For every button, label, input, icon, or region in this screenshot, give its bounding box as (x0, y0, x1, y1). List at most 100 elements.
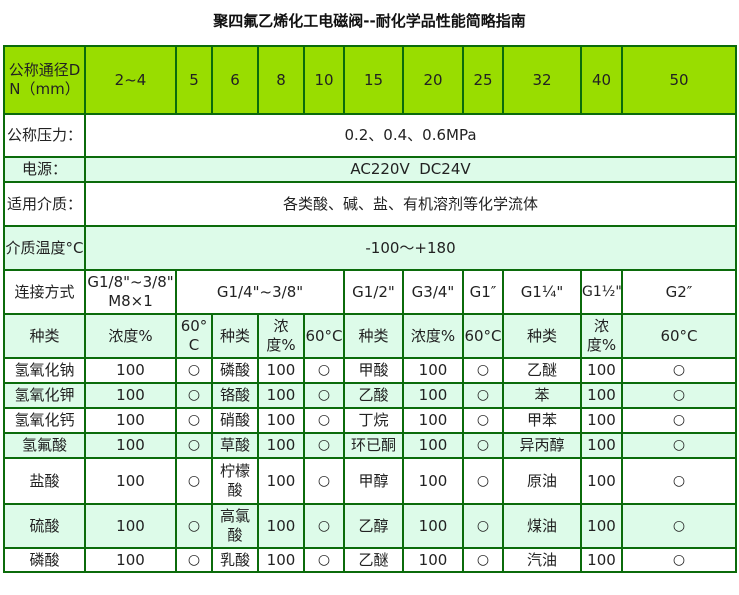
chemical-name: 硫酸 (3, 503, 86, 549)
concentration-cell: 100 (402, 547, 464, 573)
temperature-label: 介质温度°C (3, 225, 86, 271)
concentration-cell: 100 (402, 432, 464, 459)
concentration-cell: 100 (84, 407, 177, 434)
table-row: 盐酸 100 ○ 柠檬酸 100 ○ 甲醇 100 ○ 原油 100 ○ (3, 457, 737, 505)
chemical-name: 氢氧化钙 (3, 407, 86, 434)
chemical-name: 氢氧化钠 (3, 357, 86, 384)
connection-label: 连接方式 (3, 269, 86, 315)
connection-row: 连接方式 G1/8"~3/8" M8×1 G1/4"~3/8" G1/2" G3… (3, 269, 737, 315)
chemical-name: 原油 (502, 457, 582, 505)
resistance-mark: ○ (303, 432, 345, 459)
resistance-mark: ○ (303, 382, 345, 409)
column-header: 种类 (502, 313, 582, 359)
column-header: 浓度% (84, 313, 177, 359)
page-title: 聚四氟乙烯化工电磁阀--耐化学品性能简略指南 (213, 12, 526, 30)
concentration-cell: 100 (84, 457, 177, 505)
chemical-name: 煤油 (502, 503, 582, 549)
size-header-row: 公称通径DN（mm） 2~4 5 6 8 10 15 20 25 32 40 5… (3, 45, 737, 115)
media-label: 适用介质： (3, 181, 86, 227)
pressure-value: 0.2、0.4、0.6MPa (84, 113, 737, 158)
concentration-cell: 100 (402, 457, 464, 505)
concentration-cell: 100 (257, 503, 305, 549)
column-header: 浓度% (257, 313, 305, 359)
table-row: 氢氧化钙 100 ○ 硝酸 100 ○ 丁烷 100 ○ 甲苯 100 ○ (3, 407, 737, 434)
concentration-cell: 100 (257, 457, 305, 505)
chemical-name: 氢氟酸 (3, 432, 86, 459)
resistance-mark: ○ (462, 547, 504, 573)
resistance-mark: ○ (175, 407, 213, 434)
size-cell: 50 (621, 45, 737, 115)
concentration-cell: 100 (84, 503, 177, 549)
resistance-mark: ○ (621, 432, 737, 459)
chemical-name: 乳酸 (211, 547, 259, 573)
power-label: 电源： (3, 156, 86, 183)
column-header: 60°C (303, 313, 345, 359)
resistance-mark: ○ (462, 503, 504, 549)
concentration-cell: 100 (257, 547, 305, 573)
connection-cell: G1/8"~3/8" M8×1 (84, 269, 177, 315)
concentration-cell: 100 (84, 547, 177, 573)
column-header: 浓度% (580, 313, 623, 359)
table-row: 氢氧化钾 100 ○ 铬酸 100 ○ 乙酸 100 ○ 苯 100 ○ (3, 382, 737, 409)
size-cell: 20 (402, 45, 464, 115)
concentration-cell: 100 (84, 382, 177, 409)
pressure-label: 公称压力： (3, 113, 86, 158)
size-cell: 8 (257, 45, 305, 115)
chemical-name: 硝酸 (211, 407, 259, 434)
chemical-name: 铬酸 (211, 382, 259, 409)
resistance-mark: ○ (621, 382, 737, 409)
chemical-name: 草酸 (211, 432, 259, 459)
resistance-mark: ○ (303, 407, 345, 434)
concentration-cell: 100 (580, 382, 623, 409)
temperature-value: -100～+180 (84, 225, 737, 271)
concentration-cell: 100 (580, 503, 623, 549)
resistance-mark: ○ (462, 407, 504, 434)
resistance-mark: ○ (303, 357, 345, 384)
resistance-mark: ○ (175, 382, 213, 409)
chemical-name: 环已酮 (343, 432, 404, 459)
size-cell: 6 (211, 45, 259, 115)
connection-cell: G1/4"~3/8" (175, 269, 345, 315)
connection-cell: G2″ (621, 269, 737, 315)
table-row: 硫酸 100 ○ 高氯酸 100 ○ 乙醇 100 ○ 煤油 100 ○ (3, 503, 737, 549)
size-cell: 10 (303, 45, 345, 115)
column-header: 种类 (3, 313, 86, 359)
resistance-mark: ○ (462, 457, 504, 505)
size-label: 公称通径DN（mm） (3, 45, 86, 115)
column-header: 种类 (343, 313, 404, 359)
chemical-name: 盐酸 (3, 457, 86, 505)
chemical-name: 甲醇 (343, 457, 404, 505)
pressure-row: 公称压力： 0.2、0.4、0.6MPa (3, 113, 737, 158)
chemical-name: 高氯酸 (211, 503, 259, 549)
resistance-mark: ○ (621, 457, 737, 505)
table-row: 氢氧化钠 100 ○ 磷酸 100 ○ 甲酸 100 ○ 乙醚 100 ○ (3, 357, 737, 384)
resistance-mark: ○ (621, 357, 737, 384)
chemical-name: 乙醇 (343, 503, 404, 549)
column-header-row: 种类 浓度% 60°C 种类 浓度% 60°C 种类 浓度% 60°C 种类 浓度% 60°C (3, 313, 737, 359)
concentration-cell: 100 (580, 407, 623, 434)
chemical-name: 乙醚 (502, 357, 582, 384)
concentration-cell: 100 (257, 357, 305, 384)
size-cell: 40 (580, 45, 623, 115)
connection-cell: G1½" (580, 269, 623, 315)
concentration-cell: 100 (402, 382, 464, 409)
connection-cell: G1¼" (502, 269, 582, 315)
power-value: AC220V DC24V (84, 156, 737, 183)
media-value: 各类酸、碱、盐、有机溶剂等化学流体 (84, 181, 737, 227)
chemical-name: 甲苯 (502, 407, 582, 434)
size-cell: 2~4 (84, 45, 177, 115)
resistance-mark: ○ (621, 407, 737, 434)
resistance-mark: ○ (303, 457, 345, 505)
media-row: 适用介质： 各类酸、碱、盐、有机溶剂等化学流体 (3, 181, 737, 227)
chemical-name: 汽油 (502, 547, 582, 573)
chemical-name: 磷酸 (3, 547, 86, 573)
chemical-name: 乙醚 (343, 547, 404, 573)
chemical-name: 丁烷 (343, 407, 404, 434)
size-cell: 32 (502, 45, 582, 115)
concentration-cell: 100 (580, 547, 623, 573)
size-cell: 15 (343, 45, 404, 115)
concentration-cell: 100 (84, 357, 177, 384)
resistance-mark: ○ (175, 357, 213, 384)
connection-cell: G1″ (462, 269, 504, 315)
column-header: 种类 (211, 313, 259, 359)
